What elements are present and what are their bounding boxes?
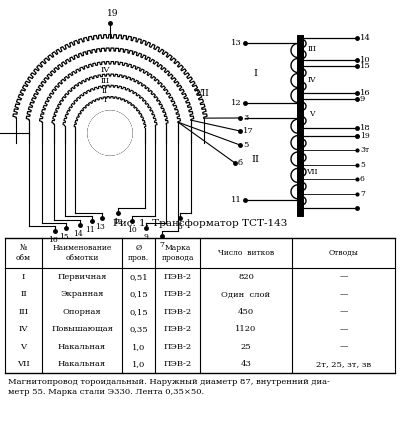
Text: 18: 18 xyxy=(360,124,371,132)
Text: б: б xyxy=(238,159,243,167)
Text: 17: 17 xyxy=(243,127,254,135)
Text: 3: 3 xyxy=(243,114,248,122)
Text: 0,51: 0,51 xyxy=(129,273,148,281)
Text: —: — xyxy=(339,325,348,333)
Text: VII: VII xyxy=(17,360,30,368)
Text: I: I xyxy=(104,96,106,104)
Text: 1,0: 1,0 xyxy=(132,360,145,368)
Text: 9: 9 xyxy=(360,95,365,103)
Text: 19: 19 xyxy=(107,9,119,18)
Text: —: — xyxy=(339,273,348,281)
Text: 5: 5 xyxy=(243,141,248,149)
Text: IV: IV xyxy=(19,325,28,333)
Text: —: — xyxy=(339,308,348,316)
Circle shape xyxy=(88,111,132,155)
Text: ПЭВ-2: ПЭВ-2 xyxy=(164,273,192,281)
Text: Накальная: Накальная xyxy=(58,360,106,368)
Text: Первичная: Первичная xyxy=(57,273,107,281)
Text: 10: 10 xyxy=(127,226,137,234)
Text: 43: 43 xyxy=(240,360,252,368)
Text: Экранная: Экранная xyxy=(60,290,104,298)
Text: Число  витков: Число витков xyxy=(218,249,274,257)
Text: VII: VII xyxy=(195,89,209,98)
Text: Накальная: Накальная xyxy=(58,343,106,351)
Text: 14: 14 xyxy=(360,34,371,42)
Text: 10: 10 xyxy=(360,56,371,64)
Text: III: III xyxy=(308,45,316,53)
Text: 5: 5 xyxy=(360,161,365,169)
Text: 25: 25 xyxy=(241,343,251,351)
Text: Повышающая: Повышающая xyxy=(51,325,113,333)
Text: 15: 15 xyxy=(59,233,69,241)
Text: 6: 6 xyxy=(360,175,365,183)
Text: Отводы: Отводы xyxy=(328,249,358,257)
Text: 11: 11 xyxy=(85,226,95,234)
Text: 9: 9 xyxy=(144,233,148,241)
Text: III: III xyxy=(18,308,28,316)
Text: II: II xyxy=(20,290,27,298)
Text: 0,15: 0,15 xyxy=(129,308,148,316)
Text: Марка
провода: Марка провода xyxy=(161,244,194,262)
Text: VII: VII xyxy=(306,168,318,176)
Text: —: — xyxy=(339,343,348,351)
Text: 7: 7 xyxy=(360,190,365,198)
Text: —: — xyxy=(339,290,348,298)
Text: 12: 12 xyxy=(231,99,242,107)
Text: 1120: 1120 xyxy=(235,325,257,333)
Text: V: V xyxy=(309,110,315,118)
Text: 0,15: 0,15 xyxy=(129,290,148,298)
Text: 15: 15 xyxy=(360,62,371,70)
Text: Магнитопровод тороидальный. Наружный диаметр 87, внутренний диа-: Магнитопровод тороидальный. Наружный диа… xyxy=(8,378,330,386)
Text: 16: 16 xyxy=(360,89,371,97)
Text: I: I xyxy=(22,273,25,281)
Text: ПЭВ-2: ПЭВ-2 xyxy=(164,325,192,333)
Text: Один  слой: Один слой xyxy=(222,290,270,298)
Text: 11: 11 xyxy=(231,196,242,204)
Text: 19: 19 xyxy=(360,132,370,140)
Text: V: V xyxy=(20,343,26,351)
Text: III: III xyxy=(100,77,110,85)
Text: 450: 450 xyxy=(238,308,254,316)
Text: II: II xyxy=(251,155,259,163)
Text: 3т: 3т xyxy=(360,146,369,155)
Text: 16: 16 xyxy=(48,236,58,244)
Text: 7: 7 xyxy=(160,241,164,249)
Text: I: I xyxy=(253,68,257,77)
Text: ПЭВ-2: ПЭВ-2 xyxy=(164,360,192,368)
Text: метр 55. Марка стали Э330. Лента 0,35×50.: метр 55. Марка стали Э330. Лента 0,35×50… xyxy=(8,388,204,396)
Text: Рис. 1. Трансформатор ТСТ-143: Рис. 1. Трансформатор ТСТ-143 xyxy=(113,219,287,228)
Text: ПЭВ-2: ПЭВ-2 xyxy=(164,343,192,351)
Text: IV: IV xyxy=(308,75,316,83)
Text: 2т, 25, зт, зв: 2т, 25, зт, зв xyxy=(316,360,371,368)
Text: 13: 13 xyxy=(95,223,105,231)
Text: Ø
пров.: Ø пров. xyxy=(128,244,149,262)
Text: 0,35: 0,35 xyxy=(129,325,148,333)
Text: №
обм: № обм xyxy=(16,244,31,262)
Text: IV: IV xyxy=(100,66,110,74)
Text: II: II xyxy=(102,87,108,95)
Text: 1,0: 1,0 xyxy=(132,343,145,351)
Text: ПЭВ-2: ПЭВ-2 xyxy=(164,290,192,298)
Text: 13: 13 xyxy=(231,39,242,47)
Text: 12: 12 xyxy=(113,218,123,226)
Text: ПЭВ-2: ПЭВ-2 xyxy=(164,308,192,316)
Text: Опорная: Опорная xyxy=(63,308,101,316)
Text: 820: 820 xyxy=(238,273,254,281)
Text: Наименование
обмотки: Наименование обмотки xyxy=(52,244,112,262)
Text: б: б xyxy=(178,223,182,231)
Text: 14: 14 xyxy=(73,230,83,238)
